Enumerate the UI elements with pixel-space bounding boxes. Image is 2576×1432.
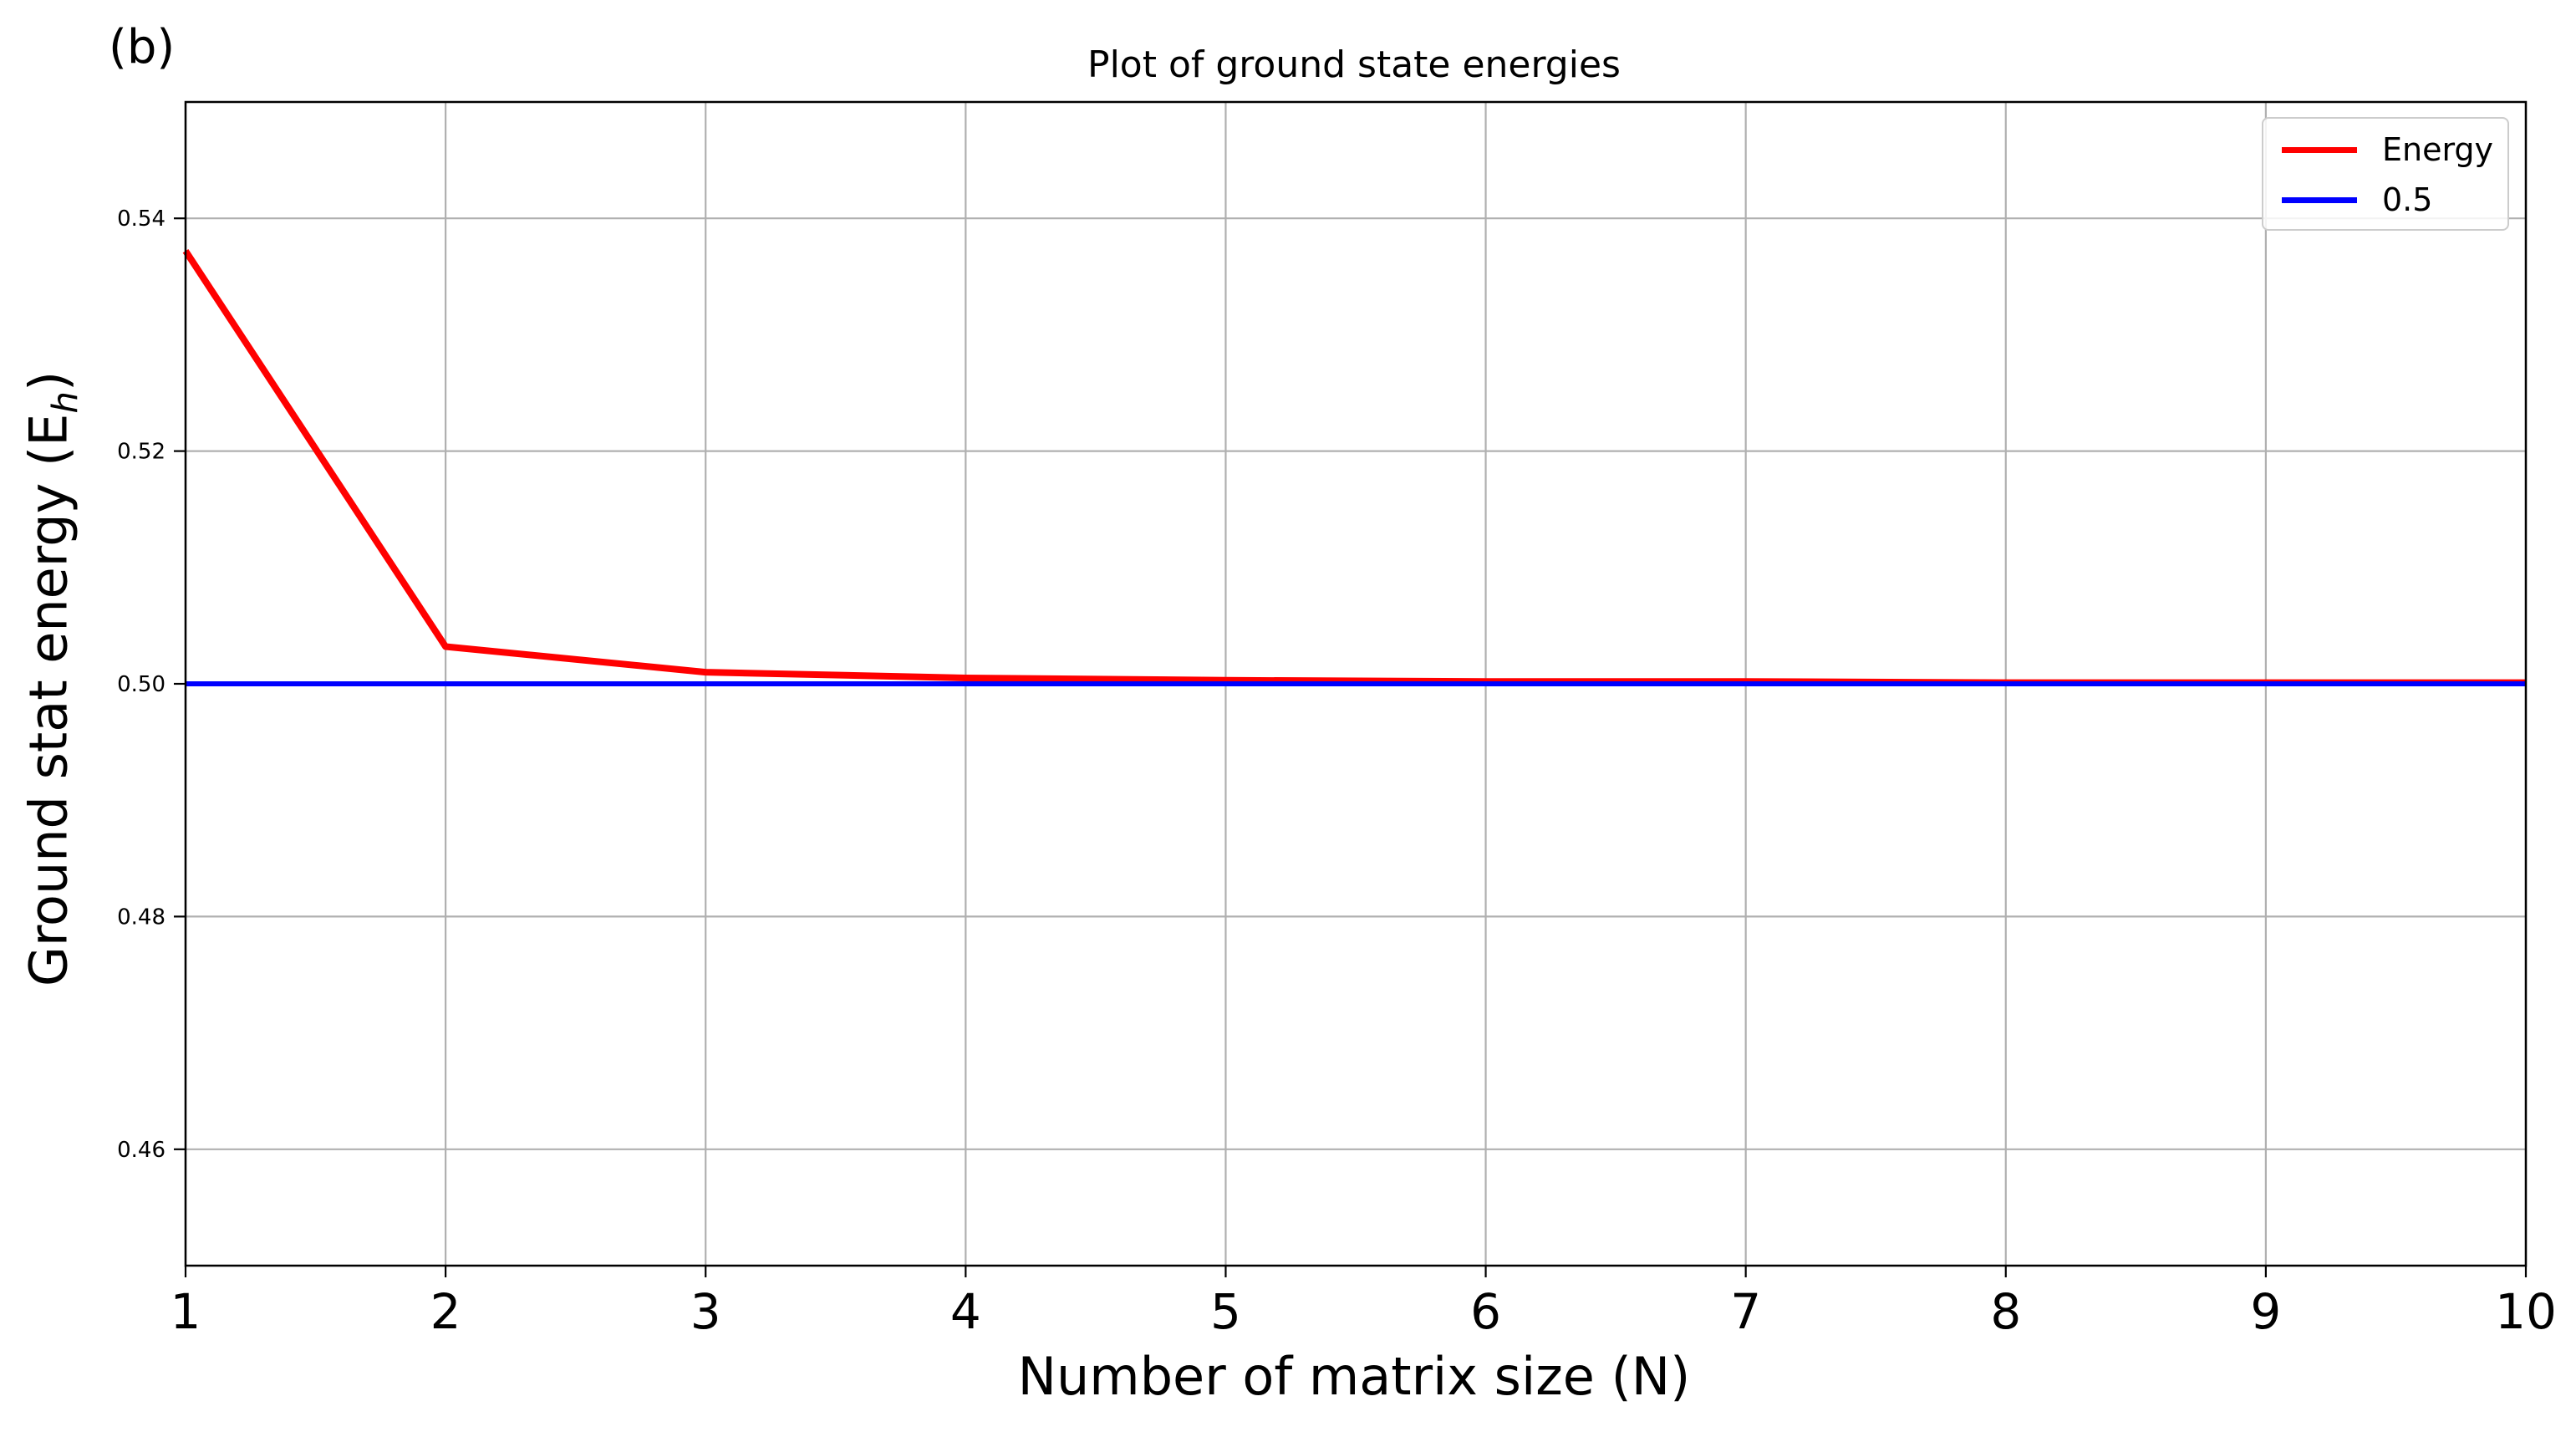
x-tick-label: 1	[171, 1283, 201, 1340]
legend: Energy 0.5	[2262, 117, 2509, 231]
chart-title: Plot of ground state energies	[1087, 43, 1621, 86]
y-tick-label: 0.50	[117, 672, 165, 697]
x-tick-label: 3	[690, 1283, 721, 1340]
legend-swatch-reference	[2282, 196, 2357, 203]
y-axis-ticks: 0.46 0.48 0.50 0.52 0.54	[117, 206, 186, 1163]
x-tick-label: 9	[2250, 1283, 2281, 1340]
y-axis-label: Ground stat energy (Eh)	[18, 371, 85, 986]
legend-label-energy: Energy	[2382, 131, 2494, 168]
x-tick-label: 10	[2495, 1283, 2557, 1340]
y-tick-label: 0.54	[117, 206, 165, 232]
y-axis-label-subscript: h	[44, 391, 86, 414]
panel-label: (b)	[109, 20, 176, 74]
y-axis-label-main: Ground stat energy (E	[18, 413, 79, 987]
y-tick-label: 0.52	[117, 440, 165, 465]
series-lines	[182, 249, 2526, 686]
x-tick-label: 5	[1210, 1283, 1241, 1340]
y-tick-label: 0.48	[117, 905, 165, 930]
x-axis-label: Number of matrix size (N)	[1017, 1346, 1691, 1407]
y-axis-label-close: )	[18, 370, 79, 392]
y-tick-label: 0.46	[117, 1138, 165, 1163]
x-tick-label: 8	[1990, 1283, 2021, 1340]
x-tick-label: 2	[430, 1283, 461, 1340]
x-tick-label: 6	[1470, 1283, 1501, 1340]
legend-label-reference: 0.5	[2382, 181, 2433, 218]
x-tick-label: 4	[950, 1283, 981, 1340]
x-axis-ticks: 1 2 3 4 5 6 7 8 9 10	[171, 1266, 2557, 1340]
legend-item-reference: 0.5	[2282, 179, 2432, 221]
legend-swatch-energy	[2282, 146, 2357, 153]
legend-item-energy: Energy	[2282, 129, 2493, 171]
x-tick-label: 7	[1730, 1283, 1761, 1340]
